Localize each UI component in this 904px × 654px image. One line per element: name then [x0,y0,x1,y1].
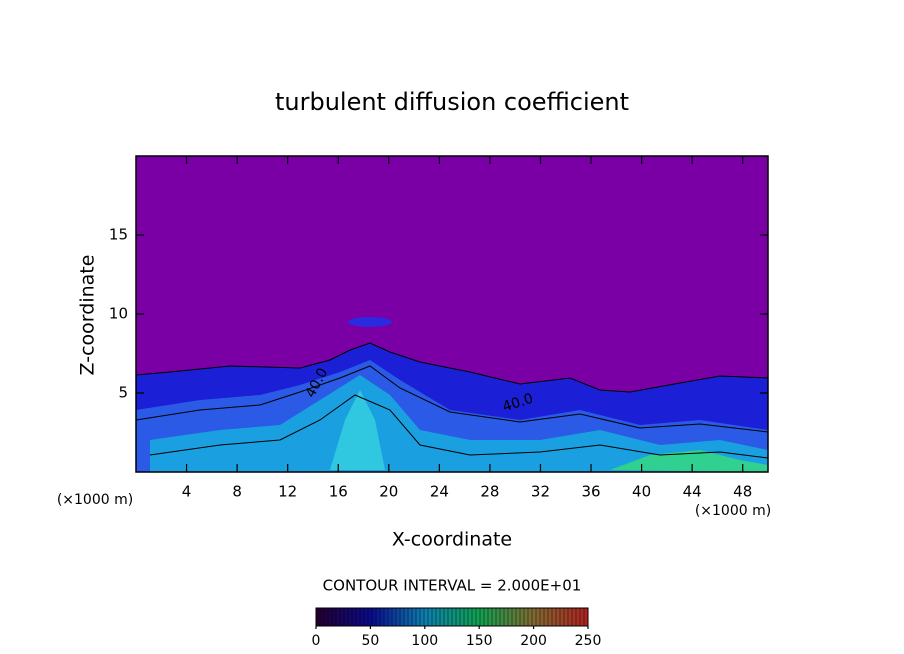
x-unit-label: (×1000 m) [695,503,771,519]
y-tick-label: 5 [118,384,128,402]
colorbar-tick-label: 150 [466,633,493,649]
x-tick-label: 12 [278,483,297,501]
x-tick-label: 16 [329,483,348,501]
contour-interval: CONTOUR INTERVAL = 2.000E+01 [323,577,582,595]
chart-title: turbulent diffusion coefficient [275,88,629,116]
x-tick-label: 36 [581,483,600,501]
x-tick-label: 8 [232,483,242,501]
x-tick-label: 4 [182,483,192,501]
y-tick-label: 15 [109,226,128,244]
y-unit-label: (×1000 m) [57,492,133,508]
x-tick-label: 44 [683,483,702,501]
colorbar-tick-label: 200 [520,633,547,649]
x-tick-label: 20 [379,483,398,501]
x-tick-label: 48 [733,483,752,501]
colorbar-tick-label: 0 [312,633,321,649]
y-tick-label: 10 [109,305,128,323]
colorbar-tick-label: 50 [361,633,379,649]
colorbar-tick-label: 100 [411,633,438,649]
y-axis-label: Z-coordinate [77,255,99,376]
x-tick-label: 28 [480,483,499,501]
colorbar-tick-label: 250 [575,633,602,649]
contour-field [136,156,768,472]
x-tick-label: 24 [430,483,449,501]
x-tick-label: 32 [531,483,550,501]
x-tick-label: 40 [632,483,651,501]
x-axis-label: X-coordinate [392,529,512,551]
